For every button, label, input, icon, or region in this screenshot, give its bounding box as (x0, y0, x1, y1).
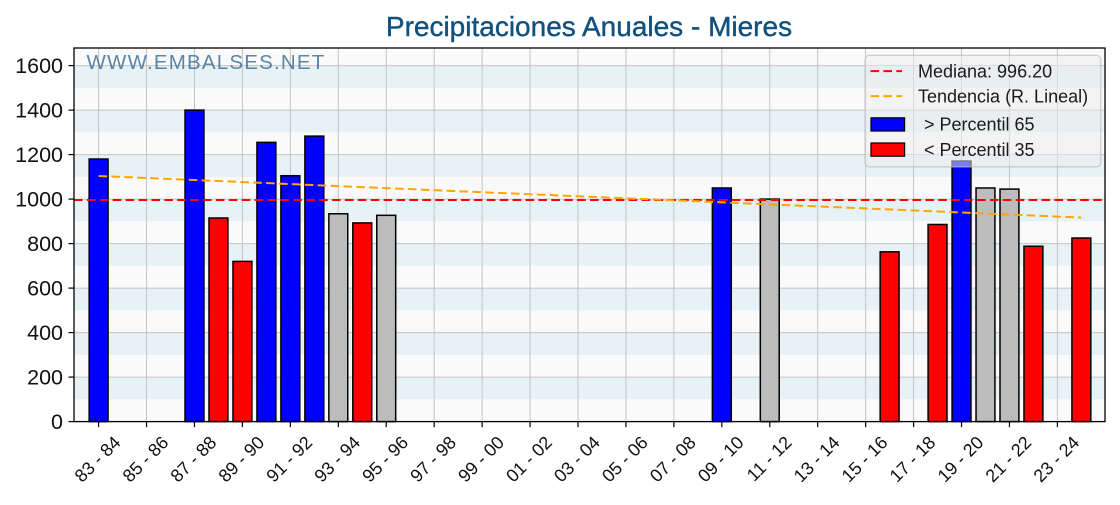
svg-text:1000: 1000 (15, 188, 63, 212)
svg-text:Tendencia (R. Lineal): Tendencia (R. Lineal) (918, 86, 1088, 106)
svg-text:WWW.EMBALSES.NET: WWW.EMBALSES.NET (87, 51, 326, 74)
svg-text:Mediana: 996.20: Mediana: 996.20 (918, 61, 1052, 81)
svg-text:> Percentil 65: > Percentil 65 (924, 115, 1035, 135)
svg-text:< Percentil 35: < Percentil 35 (924, 140, 1035, 160)
svg-text:1600: 1600 (15, 54, 63, 78)
svg-text:0: 0 (51, 410, 63, 434)
svg-text:1200: 1200 (15, 143, 63, 167)
svg-text:1400: 1400 (15, 99, 63, 123)
svg-text:400: 400 (27, 321, 63, 345)
svg-text:800: 800 (27, 232, 63, 256)
svg-text:600: 600 (27, 277, 63, 301)
svg-text:Precipitaciones Anuales - Mier: Precipitaciones Anuales - Mieres (386, 11, 792, 42)
svg-text:200: 200 (27, 366, 63, 390)
